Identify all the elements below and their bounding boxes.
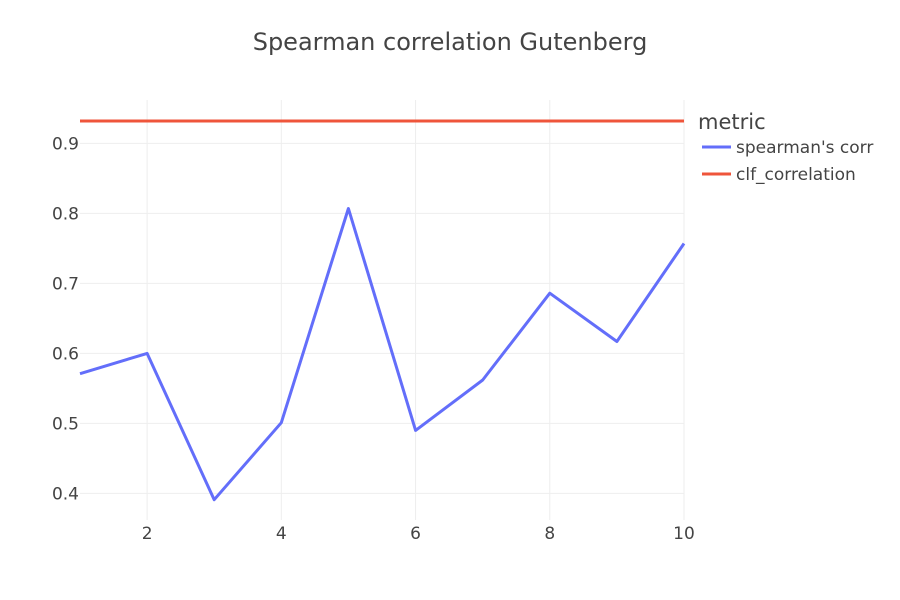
legend-item[interactable]: spearman's corr [702,138,873,158]
x-axis-ticks: 2 4 6 8 10 [142,524,695,544]
y-tick-label: 0.4 [52,484,79,504]
y-axis-ticks: 0.4 0.5 0.6 0.7 0.8 0.9 [52,134,79,504]
x-tick-label: 6 [410,524,421,544]
x-tick-label: 10 [673,524,695,544]
y-tick-label: 0.7 [52,274,79,294]
legend-item[interactable]: clf_correlation [702,165,856,185]
y-tick-label: 0.8 [52,204,79,224]
series-line-0 [79,207,686,502]
y-tick-label: 0.9 [52,134,79,154]
x-tick-label: 8 [544,524,555,544]
chart-title: Spearman correlation Gutenberg [253,28,648,56]
y-tick-label: 0.6 [52,344,79,364]
legend-title: metric [698,110,766,134]
x-tick-label: 4 [276,524,287,544]
legend-label: spearman's corr [736,138,873,158]
series-lines [79,119,686,502]
x-tick-label: 2 [142,524,153,544]
legend-label: clf_correlation [736,165,856,185]
y-tick-label: 0.5 [52,414,79,434]
legend[interactable]: metric spearman's corr clf_correlation [698,110,873,185]
